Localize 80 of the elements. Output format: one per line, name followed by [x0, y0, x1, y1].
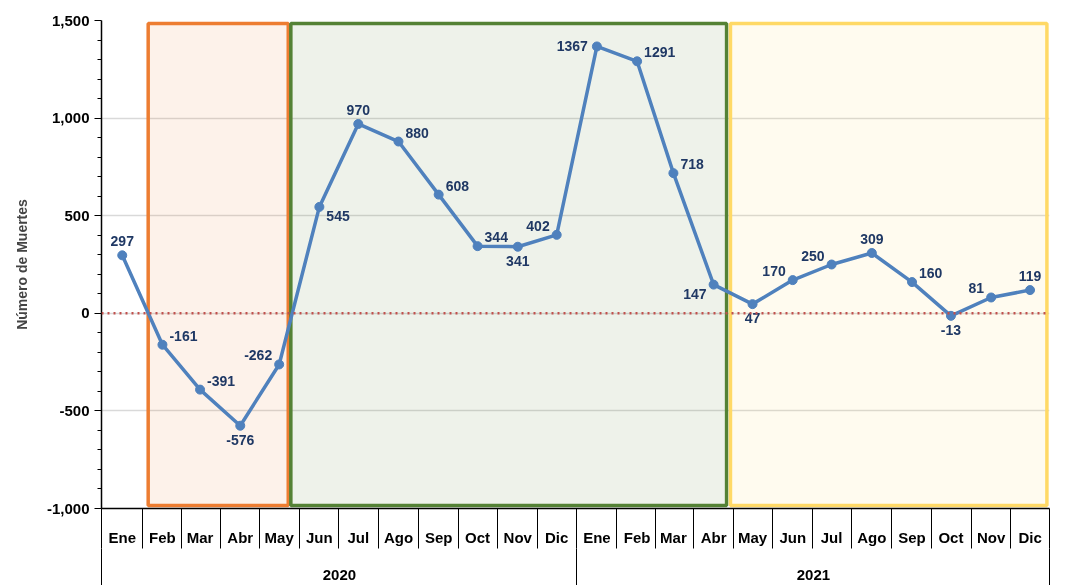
x-tick-label: Sep	[424, 528, 453, 546]
x-tick-label: May	[737, 528, 768, 546]
y-tick-label: 500	[64, 206, 90, 224]
x-tick-label: Oct	[465, 528, 491, 546]
data-label: 880	[405, 124, 430, 141]
y-tick-label: 1,500	[51, 11, 90, 29]
data-label: 250	[801, 247, 825, 264]
data-label: 341	[506, 252, 530, 269]
point	[157, 339, 168, 350]
data-label: -13	[940, 321, 962, 338]
x-tick-label: Dic	[545, 528, 569, 546]
data-label: -262	[244, 347, 273, 364]
point	[274, 359, 285, 370]
data-label: 1291	[644, 44, 676, 61]
point	[235, 420, 246, 431]
data-label: 147	[683, 285, 707, 302]
data-label: -391	[207, 372, 236, 389]
point	[866, 247, 877, 258]
data-label: 344	[484, 229, 509, 246]
point	[907, 277, 918, 288]
data-label: 402	[526, 217, 550, 234]
x-tick-label: Abr	[227, 528, 254, 546]
data-label: 545	[326, 207, 350, 224]
point	[986, 292, 997, 303]
x-tick-label: Mar	[186, 528, 214, 546]
x-tick-label: Feb	[149, 528, 176, 546]
data-label: 81	[968, 280, 985, 297]
data-label: 309	[860, 230, 884, 247]
point	[787, 275, 798, 286]
x-tick-label: Oct	[938, 528, 964, 546]
x-tick-label: Feb	[623, 528, 651, 546]
point	[591, 41, 602, 52]
x-tick-label: Abr	[700, 528, 727, 546]
y-tick-label: -1,000	[46, 499, 90, 517]
point	[393, 136, 404, 147]
x-tick-label: Mar	[660, 528, 687, 546]
data-label: -161	[169, 327, 198, 344]
point	[668, 168, 679, 179]
y-tick-label: -500	[59, 401, 90, 419]
x-tick-label: Ago	[383, 528, 414, 546]
point	[826, 259, 837, 270]
point	[632, 56, 643, 67]
text: 2021	[796, 565, 831, 583]
x-tick-label: Nov	[503, 528, 533, 546]
point	[512, 241, 523, 252]
data-label: 170	[762, 263, 786, 280]
data-label: 970	[346, 101, 371, 118]
point	[195, 384, 206, 395]
point	[551, 229, 562, 240]
x-tick-label: Jun	[306, 528, 333, 546]
y-axis-title: Número de Muertes	[13, 198, 30, 330]
point	[708, 279, 719, 290]
x-tick-label: Ene	[583, 528, 611, 546]
point	[472, 241, 483, 252]
x-tick-label: May	[264, 528, 295, 546]
data-label: 297	[110, 233, 135, 250]
x-tick-label: Dic	[1018, 528, 1042, 546]
x-tick-label: Ago	[857, 528, 887, 546]
point	[117, 250, 128, 261]
data-label: 119	[1018, 268, 1042, 285]
x-tick-label: Jul	[347, 528, 370, 546]
point	[433, 189, 444, 200]
data-label: -576	[226, 431, 255, 448]
x-tick-label: Jun	[779, 528, 807, 546]
data-label: 160	[919, 265, 943, 282]
x-tick-label: Sep	[898, 528, 926, 546]
point	[314, 201, 325, 212]
text: 2020	[322, 565, 357, 583]
y-tick-label: 1,000	[51, 109, 90, 127]
data-label: 608	[445, 177, 470, 194]
data-label: 47	[744, 310, 761, 327]
y-tick-label: 0	[81, 304, 90, 322]
x-tick-label: Ene	[108, 528, 137, 546]
data-label: 718	[680, 156, 704, 173]
point	[747, 299, 758, 310]
x-tick-label: Nov	[976, 528, 1006, 546]
point	[353, 118, 364, 129]
x-tick-label: Jul	[820, 528, 843, 546]
data-label: 1367	[556, 38, 589, 55]
point	[1025, 285, 1036, 296]
